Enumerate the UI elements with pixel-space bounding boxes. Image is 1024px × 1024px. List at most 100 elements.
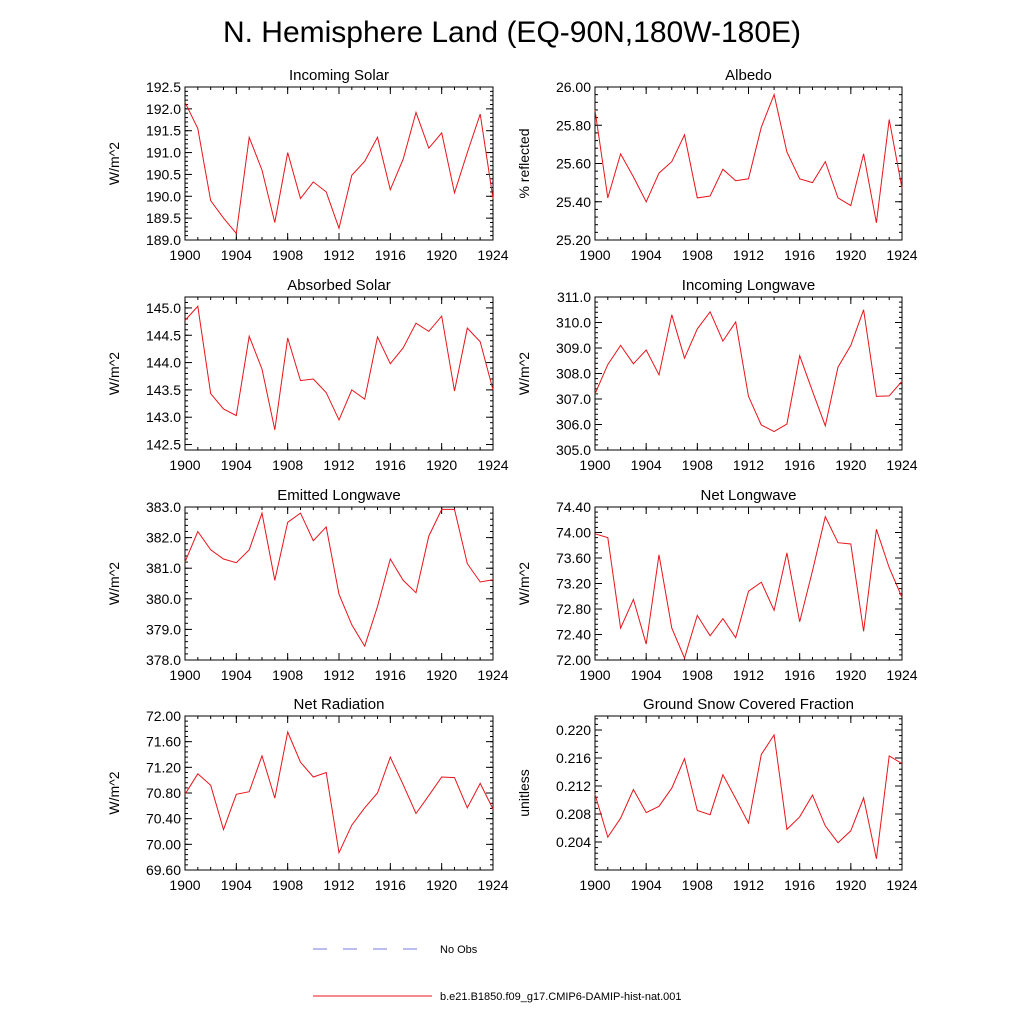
- y-axis-label: % reflected: [516, 128, 532, 198]
- x-tick-label: 1920: [426, 877, 457, 893]
- x-tick-label: 1900: [169, 247, 200, 263]
- y-tick-label: 379.0: [146, 621, 181, 637]
- series-line: [184, 102, 494, 235]
- y-tick-label: 70.40: [146, 811, 181, 827]
- y-tick-label: 381.0: [146, 560, 181, 576]
- y-tick-label: 190.5: [146, 166, 181, 182]
- series-line: [184, 508, 494, 648]
- y-tick-label: 70.00: [146, 836, 181, 852]
- y-tick-label: 310.0: [556, 315, 591, 331]
- x-tick-label: 1924: [477, 667, 508, 683]
- y-tick-label: 72.40: [556, 627, 591, 643]
- plot-frame: [594, 86, 903, 241]
- panel-8: Ground Snow Covered Fraction unitless 1900…: [516, 696, 918, 893]
- y-tick-label: 0.216: [556, 750, 591, 766]
- plot-frame: [184, 506, 494, 661]
- x-tick-label: 1924: [477, 457, 508, 473]
- y-tick-label: 0.220: [556, 722, 591, 738]
- y-axis-label: W/m^2: [106, 562, 122, 605]
- x-tick-label: 1900: [579, 877, 610, 893]
- y-tick-label: 192.5: [146, 79, 181, 95]
- y-axis-label: W/m^2: [106, 771, 122, 814]
- y-tick-label: 382.0: [146, 530, 181, 546]
- panel-5: Emitted Longwave W/m^2 1900 1904 1908 1912 191…: [106, 487, 509, 683]
- y-axis-label: W/m^2: [516, 562, 532, 605]
- y-tick-label: 0.204: [556, 834, 591, 850]
- y-tick-label: 189.5: [146, 210, 181, 226]
- y-tick-label: 311.0: [557, 289, 591, 305]
- y-tick-label: 25.40: [556, 194, 591, 210]
- y-tick-label: 191.5: [146, 123, 181, 139]
- x-tick-label: 1920: [835, 667, 866, 683]
- panel-title: Absorbed Solar: [287, 277, 390, 294]
- x-tick-label: 1904: [221, 457, 252, 473]
- x-tick-label: 1912: [733, 457, 764, 473]
- y-tick-label: 383.0: [146, 499, 181, 515]
- x-tick-label: 1908: [272, 667, 303, 683]
- x-tick-label: 1908: [682, 457, 713, 473]
- x-tick-label: 1916: [375, 457, 406, 473]
- x-tick-label: 1924: [477, 247, 508, 263]
- x-tick-label: 1904: [631, 457, 662, 473]
- y-tick-label: 72.00: [556, 652, 591, 668]
- plot-frame: [594, 715, 903, 871]
- x-tick-label: 1916: [784, 247, 815, 263]
- x-tick-label: 1908: [272, 457, 303, 473]
- x-tick-label: 1900: [579, 247, 610, 263]
- legend: No Obs b.e21.B1850.f09_g17.CMIP6-DAMIP-h…: [313, 944, 682, 1003]
- x-tick-label: 1920: [835, 877, 866, 893]
- y-tick-label: 0.208: [556, 806, 591, 822]
- y-tick-label: 144.5: [146, 327, 181, 343]
- x-tick-label: 1916: [784, 877, 815, 893]
- y-axis-label: W/m^2: [106, 142, 122, 185]
- x-tick-label: 1912: [323, 247, 354, 263]
- plot-frame: [594, 506, 903, 661]
- y-tick-label: 73.20: [556, 576, 591, 592]
- y-tick-label: 70.80: [146, 785, 181, 801]
- x-tick-label: 1904: [631, 877, 662, 893]
- y-tick-label: 305.0: [556, 442, 591, 458]
- x-tick-label: 1924: [477, 877, 508, 893]
- x-tick-label: 1900: [169, 877, 200, 893]
- x-tick-label: 1908: [682, 667, 713, 683]
- plot-frame: [184, 86, 494, 241]
- y-tick-label: 145.0: [146, 300, 181, 316]
- panel-title: Net Radiation: [294, 696, 385, 713]
- x-tick-label: 1904: [631, 247, 662, 263]
- y-tick-label: 71.20: [146, 759, 181, 775]
- x-tick-label: 1920: [426, 667, 457, 683]
- x-tick-label: 1916: [784, 457, 815, 473]
- y-tick-label: 380.0: [146, 591, 181, 607]
- y-tick-label: 189.0: [146, 232, 181, 248]
- panel-1: Incoming Solar W/m^2 1900 1904 1908 1912 1916 1…: [106, 67, 509, 263]
- x-tick-label: 1912: [733, 877, 764, 893]
- y-tick-label: 191.0: [146, 145, 181, 161]
- y-tick-label: 74.40: [556, 499, 591, 515]
- y-tick-label: 25.60: [556, 156, 591, 172]
- y-tick-label: 144.0: [146, 355, 181, 371]
- plot-frame: [184, 715, 494, 871]
- x-tick-label: 1904: [221, 877, 252, 893]
- x-tick-label: 1908: [682, 877, 713, 893]
- x-tick-label: 1916: [375, 247, 406, 263]
- series-line: [594, 733, 903, 859]
- x-tick-label: 1916: [375, 877, 406, 893]
- y-tick-label: 378.0: [146, 652, 181, 668]
- panel-6: Net Longwave W/m^2 1900 1904 1908 1912 1916 192…: [516, 487, 918, 683]
- y-axis-label: unitless: [516, 769, 532, 816]
- x-tick-label: 1912: [733, 667, 764, 683]
- y-tick-label: 74.00: [556, 525, 591, 541]
- y-axis-label: W/m^2: [106, 352, 122, 395]
- x-tick-label: 1912: [733, 247, 764, 263]
- x-tick-label: 1924: [886, 457, 917, 473]
- y-tick-label: 190.0: [146, 188, 181, 204]
- y-tick-label: 72.80: [556, 601, 591, 617]
- x-tick-label: 1920: [835, 247, 866, 263]
- y-tick-label: 71.60: [146, 734, 181, 750]
- series-line: [184, 730, 494, 855]
- panel-title: Emitted Longwave: [277, 487, 400, 504]
- x-tick-label: 1924: [886, 667, 917, 683]
- panel-title: Incoming Longwave: [682, 277, 815, 294]
- y-tick-label: 73.60: [556, 550, 591, 566]
